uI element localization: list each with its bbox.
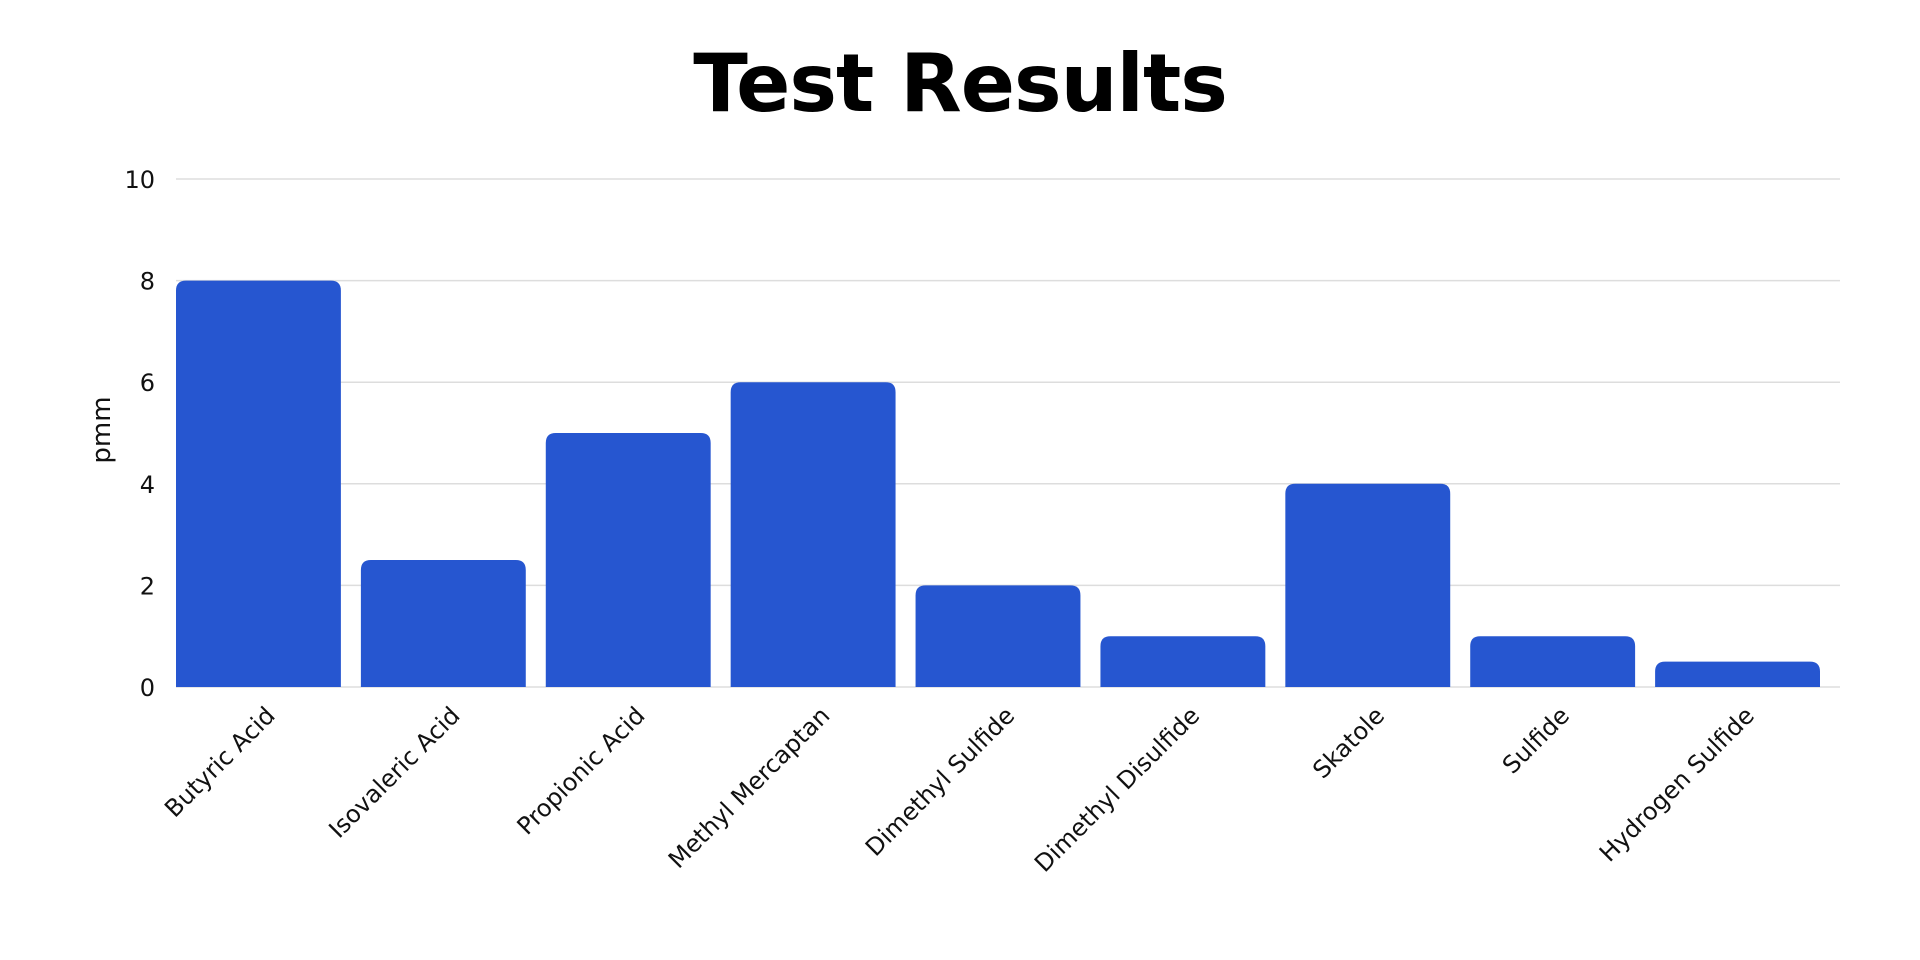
x-category-label: Skatole <box>1307 701 1390 784</box>
bar-skatole <box>1285 483 1451 687</box>
x-category-label: Isovaleric Acid <box>323 701 465 843</box>
y-tick-label: 0 <box>140 674 155 702</box>
x-category-label: Hydrogen Sulfide <box>1594 701 1760 867</box>
bar-hydrogen-sulfide <box>1655 661 1820 687</box>
bar-dimethyl-sulfide <box>915 585 1081 687</box>
bar-propionic-acid <box>545 433 711 687</box>
y-tick-label: 10 <box>124 166 155 194</box>
bar-isovaleric-acid <box>360 560 526 687</box>
x-axis-labels: Butyric Acid Isovaleric Acid Propionic Aci… <box>159 701 1760 877</box>
y-tick-label: 6 <box>140 369 155 397</box>
x-category-label: Methyl Mercaptan <box>663 701 835 873</box>
x-category-label: Sulfide <box>1497 701 1575 779</box>
y-tick-label: 4 <box>140 471 155 499</box>
y-tick-label: 2 <box>140 572 155 600</box>
bars <box>176 280 1820 687</box>
y-axis-ticks: 0 2 4 6 8 10 <box>124 166 155 702</box>
x-category-label: Butyric Acid <box>159 701 280 822</box>
x-category-label: Dimethyl Sulfide <box>860 701 1020 861</box>
y-tick-label: 8 <box>140 268 155 296</box>
bar-dimethyl-disulfide <box>1100 636 1266 687</box>
x-category-label: Dimethyl Disulfide <box>1029 701 1205 877</box>
y-axis-title: pmm <box>87 396 117 463</box>
bar-methyl-mercaptan <box>730 382 896 687</box>
x-category-label: Propionic Acid <box>512 701 651 840</box>
bar-butyric-acid <box>176 280 341 687</box>
bar-sulfide <box>1470 636 1636 687</box>
chart-title: Test Results <box>693 37 1228 130</box>
